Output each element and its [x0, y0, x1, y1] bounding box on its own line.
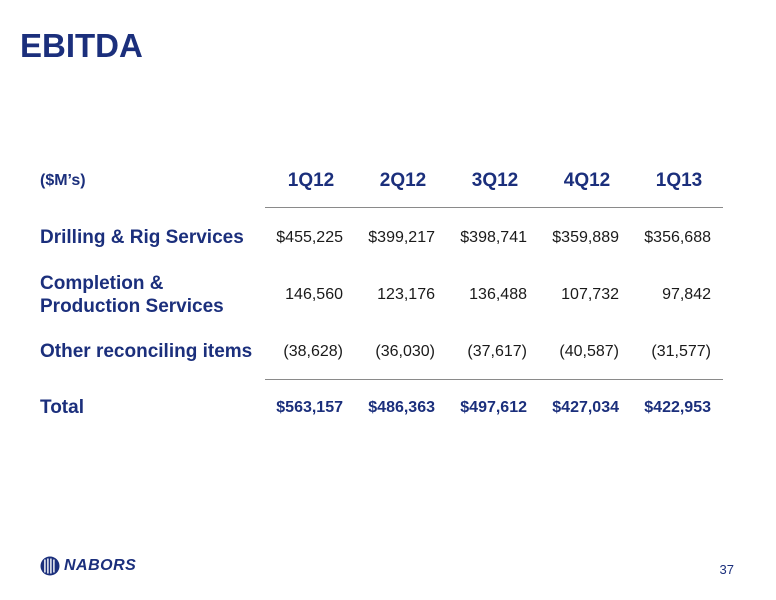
- row-label-line: Completion &: [40, 273, 164, 294]
- table-cell: 107,732: [561, 286, 619, 303]
- units-label: ($M’s): [40, 172, 86, 189]
- total-cell: $563,157: [276, 399, 343, 416]
- row-label-drilling-rig-services: Drilling & Rig Services: [40, 227, 244, 248]
- total-divider: [265, 379, 723, 380]
- table-cell: $359,889: [552, 229, 619, 246]
- table-cell: $398,741: [460, 229, 527, 246]
- row-label-completion-production-services: Completion & Production Services: [40, 272, 224, 318]
- table-cell: (38,628): [283, 343, 343, 360]
- table-cell: 136,488: [469, 286, 527, 303]
- nabors-logo-mark-icon: [40, 556, 60, 576]
- table-cell: $399,217: [368, 229, 435, 246]
- row-label-other-reconciling-items: Other reconciling items: [40, 341, 253, 362]
- row-label-line: Production Services: [40, 296, 224, 317]
- table-cell: (40,587): [559, 343, 619, 360]
- header-divider: [265, 207, 723, 208]
- table-cell: 123,176: [377, 286, 435, 303]
- nabors-logo: NABORS: [40, 556, 136, 576]
- row-label-total: Total: [40, 397, 84, 418]
- total-cell: $427,034: [552, 399, 619, 416]
- column-header-1q12: 1Q12: [287, 170, 335, 191]
- table-cell: 146,560: [285, 286, 343, 303]
- column-header-3q12: 3Q12: [471, 170, 519, 191]
- total-cell: $497,612: [460, 399, 527, 416]
- table-cell: (36,030): [375, 343, 435, 360]
- slide-title: EBITDA: [20, 27, 143, 64]
- table-cell: 97,842: [662, 286, 711, 303]
- total-cell: $422,953: [644, 399, 711, 416]
- total-cell: $486,363: [368, 399, 435, 416]
- table-cell: $356,688: [644, 229, 711, 246]
- table-cell: $455,225: [276, 229, 343, 246]
- logo-text: NABORS: [64, 557, 137, 574]
- page-number: 37: [719, 562, 734, 577]
- column-header-1q13: 1Q13: [655, 170, 703, 191]
- table-cell: (37,617): [467, 343, 527, 360]
- column-header-2q12: 2Q12: [379, 170, 427, 191]
- table-cell: (31,577): [651, 343, 711, 360]
- column-header-4q12: 4Q12: [563, 170, 611, 191]
